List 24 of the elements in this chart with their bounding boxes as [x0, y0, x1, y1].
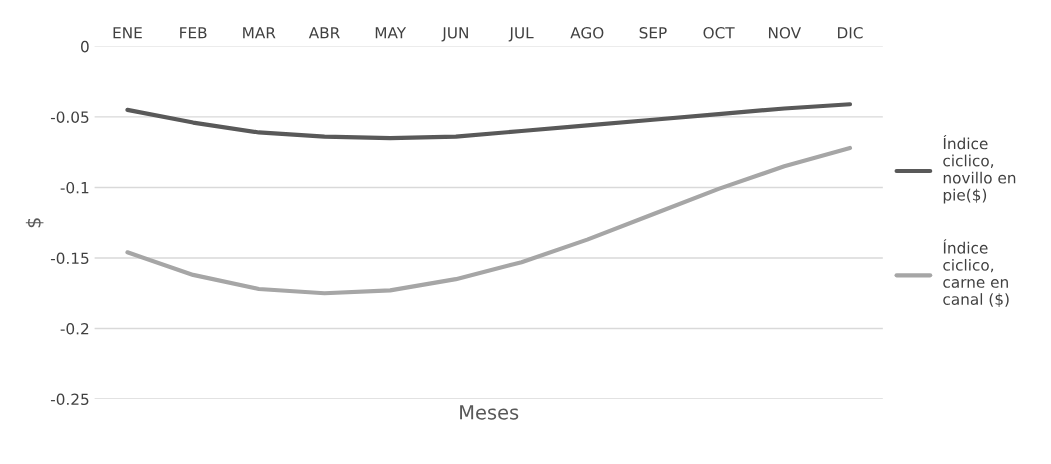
y-tick-label: -0.05 [50, 111, 89, 123]
y-tick-label: 0 [81, 40, 89, 53]
y-tick-label: -0.1 [60, 181, 89, 194]
x-tick-label: JUN [441, 27, 468, 42]
y-tick-label: -0.15 [50, 252, 89, 265]
y-tick-label: -0.2 [60, 322, 89, 335]
x-tick-label: SEP [639, 27, 667, 39]
legend-label: Índice ciclico, novillo en pie($) [943, 134, 1016, 204]
x-tick-label: DIC [838, 27, 863, 39]
x-tick-label: ENE [113, 27, 142, 39]
x-tick-label: MAY [375, 27, 407, 39]
x-tick-label: JUL [508, 27, 534, 42]
x-tick-label: NOV [768, 27, 801, 39]
y-axis-title: $ [25, 218, 44, 228]
x-tick-label: ABR [308, 27, 340, 39]
x-tick-label: MAR [243, 27, 276, 39]
x-axis-title: Meses [460, 405, 519, 420]
line-series [125, 145, 853, 296]
x-tick-label: FEB [180, 27, 207, 39]
y-tick-label: -0.25 [50, 393, 89, 406]
x-tick-label: AGO [570, 27, 604, 39]
line-series [125, 102, 853, 141]
x-tick-label: OCT [703, 27, 735, 39]
legend-label: Índice ciclico, carne en canal ($) [943, 239, 1009, 307]
